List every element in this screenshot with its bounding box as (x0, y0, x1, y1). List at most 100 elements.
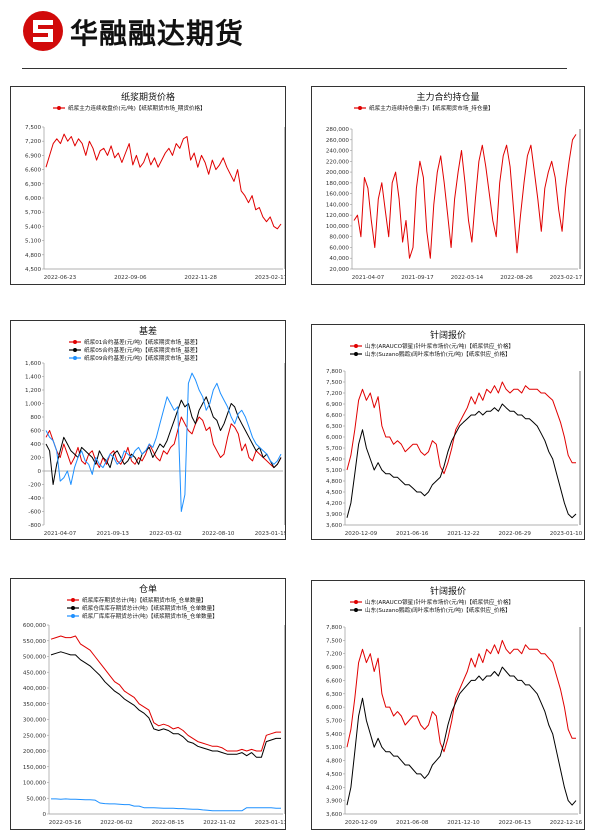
x-tick-label: 2021-06-16 (396, 531, 429, 537)
legend-label: 纸浆09合约基差(元/吨)【纸浆期货市场_基差】 (84, 354, 201, 362)
y-tick-label: 1,200 (25, 388, 41, 394)
y-tick-label: 450,000 (23, 670, 47, 676)
x-tick-label: 2022-06-02 (100, 820, 133, 826)
report-header: 华融融达期货 (0, 0, 595, 70)
series-line (346, 639, 576, 753)
legend-swatch-marker (71, 614, 75, 618)
x-tick-label: 2022-06-29 (498, 531, 531, 537)
y-tick-label: 3,600 (326, 523, 342, 529)
y-tick-label: -600 (28, 510, 41, 516)
chart-title: 主力合约持仓量 (416, 91, 479, 103)
company-logo-icon (23, 11, 63, 51)
series-line (45, 396, 282, 485)
chart-title: 仓单 (139, 583, 157, 595)
y-tick-label: 60,000 (329, 245, 349, 251)
x-tick-label: 2021-04-07 (352, 275, 385, 281)
y-tick-label: 3,900 (326, 512, 342, 518)
y-tick-label: 4,200 (326, 785, 342, 791)
x-tick-label: 2021-09-13 (96, 531, 129, 537)
y-tick-label: 50,000 (26, 796, 46, 802)
x-tick-label: 2021-04-07 (44, 531, 77, 537)
y-tick-label: 400,000 (23, 686, 47, 692)
y-tick-label: 550,000 (23, 639, 47, 645)
y-tick-label: 200 (30, 456, 41, 462)
y-tick-label: 5,100 (25, 239, 41, 245)
y-tick-label: 5,700 (326, 446, 342, 452)
header-divider (22, 68, 567, 69)
x-tick-label: 2021-09-17 (401, 275, 434, 281)
y-tick-label: 7,200 (25, 139, 41, 145)
y-tick-label: 4,800 (326, 479, 342, 485)
y-tick-label: 7,200 (326, 391, 342, 397)
series-line (346, 403, 577, 519)
x-tick-label: 2021-12-10 (447, 820, 480, 826)
y-tick-label: 5,700 (326, 719, 342, 725)
y-tick-label: 5,400 (326, 732, 342, 738)
y-tick-label: 100,000 (326, 224, 350, 230)
y-tick-label: 300,000 (23, 718, 47, 724)
y-tick-label: 200,000 (23, 749, 47, 755)
y-tick-label: 3,900 (326, 799, 342, 805)
x-tick-label: 2022-11-28 (184, 275, 217, 281)
y-tick-label: 180,000 (326, 181, 350, 187)
y-tick-label: 350,000 (23, 702, 47, 708)
x-tick-label: 2022-03-14 (451, 275, 484, 281)
chart-svg: 仓单纸浆库存期货总计(吨)【纸浆期货市场_仓单数量】纸浆仓库库存期货总计(吨)【… (23, 583, 285, 826)
y-tick-label: 7,800 (326, 369, 342, 375)
y-tick-label: 4,800 (25, 253, 41, 259)
company-name: 华融融达期货 (70, 17, 245, 50)
x-tick-label: 2020-12-09 (345, 531, 378, 537)
legend-swatch-marker (57, 106, 61, 110)
y-tick-label: 240,000 (326, 149, 350, 155)
y-tick-label: 250,000 (23, 733, 47, 739)
series-line (346, 381, 576, 475)
chart-panel-pulp-quotes-2: 针阔报价 山东(ARAUCO银星)针叶浆市场价(元/吨)【纸浆供应_价格】 山东(S… (311, 580, 585, 830)
y-tick-label: 280,000 (326, 127, 350, 133)
y-tick-label: 4,200 (326, 501, 342, 507)
chart-panel-basis: 基差 纸浆01合约基差(元/吨)【纸浆期货市场_基差】 纸浆05合约基差(元/吨)【… (10, 320, 286, 540)
y-tick-label: 5,700 (25, 210, 41, 216)
chart-panel-open-interest: 主力合约持仓量 纸浆主力连续持仓量(手)【纸浆期货市场_持仓量】 280,000 26… (311, 86, 585, 285)
x-tick-label: 2022-08-15 (152, 820, 185, 826)
chart-title: 基差 (139, 325, 157, 337)
y-tick-label: 5,100 (326, 745, 342, 751)
series-line (353, 134, 577, 259)
y-tick-label: 1,400 (25, 375, 41, 381)
chart-title: 纸浆期货价格 (121, 91, 175, 103)
x-tick-label: 2023-01-13 (255, 820, 285, 826)
y-tick-label: 4,500 (326, 490, 342, 496)
legend-swatch-marker (354, 352, 358, 356)
y-tick-label: 6,900 (25, 153, 41, 159)
y-tick-label: 500,000 (23, 655, 47, 661)
y-tick-label: 6,000 (25, 196, 41, 202)
y-tick-label: 7,800 (326, 625, 342, 631)
chart-panel-pulp-futures-price: 纸浆期货价格 纸浆主力连续收盘价(元/吨)【纸浆期货市场_期货价格】 7,500 7,… (10, 86, 286, 285)
chart-title: 针阔报价 (430, 585, 466, 597)
y-tick-label: 800 (30, 415, 41, 421)
legend-label: 山东(Suzano鹦鹉)阔叶浆市场价(元/吨)【纸浆供应_价格】 (365, 606, 511, 614)
x-tick-label: 2023-01-19 (255, 531, 285, 537)
x-tick-label: 2022-03-02 (149, 531, 182, 537)
y-tick-label: 7,500 (326, 380, 342, 386)
y-tick-label: 7,500 (326, 638, 342, 644)
series-line (45, 372, 282, 512)
x-tick-label: 2022-09-06 (114, 275, 147, 281)
y-tick-label: -200 (28, 483, 41, 489)
x-tick-label: 2023-02-17 (550, 275, 583, 281)
legend-label: 纸浆05合约基差(元/吨)【纸浆期货市场_基差】 (84, 346, 201, 354)
y-tick-label: 200,000 (326, 170, 350, 176)
series-line (50, 651, 281, 758)
y-tick-label: 400 (30, 442, 41, 448)
x-tick-label: 2022-12-16 (550, 820, 583, 826)
y-tick-label: 150,000 (23, 765, 47, 771)
legend-label: 山东(ARAUCO银星)针叶浆市场价(元/吨)【纸浆供应_价格】 (365, 342, 514, 350)
legend-swatch-marker (73, 348, 77, 352)
legend-swatch-marker (73, 356, 77, 360)
legend-swatch-marker (71, 598, 75, 602)
chart-svg: 针阔报价山东(ARAUCO银星)针叶浆市场价(元/吨)【纸浆供应_价格】山东(S… (326, 329, 583, 537)
series-line (45, 416, 282, 469)
y-tick-label: 4,800 (326, 759, 342, 765)
legend-label: 纸浆主力连续收盘价(元/吨)【纸浆期货市场_期货价格】 (68, 104, 206, 112)
y-tick-label: 0 (42, 812, 46, 818)
